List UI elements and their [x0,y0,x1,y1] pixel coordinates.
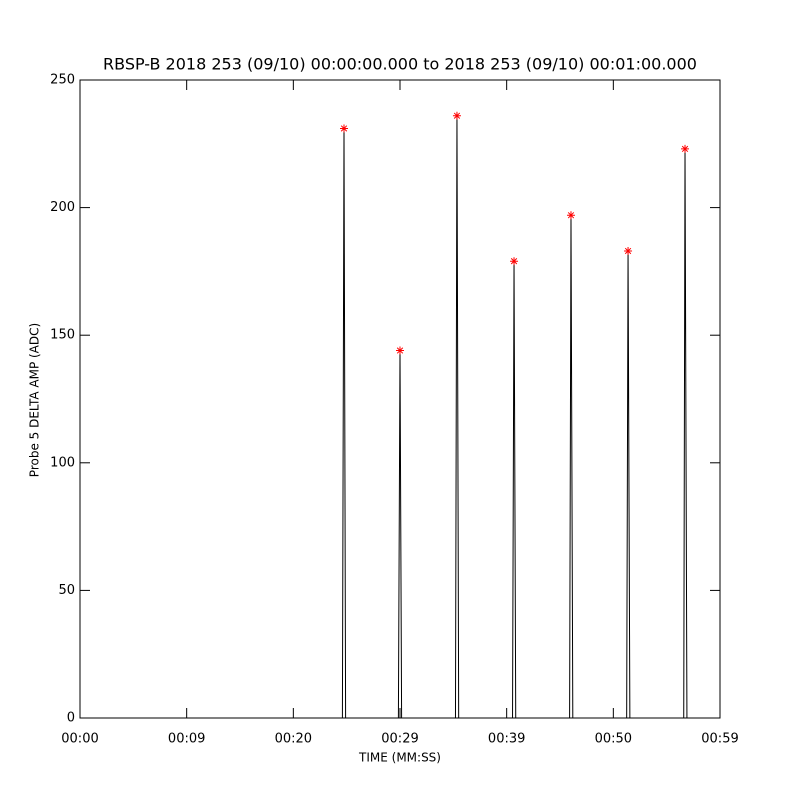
peak-marker [396,346,404,355]
peak-marker [510,257,519,266]
x-tick-label: 00:09 [168,732,205,747]
x-tick-label: 00:59 [701,732,738,747]
peak-marker [624,246,633,255]
peak-marker [681,144,690,153]
y-tick-label: 250 [50,73,75,88]
y-tick-label: 200 [50,200,75,215]
chart-title: RBSP-B 2018 253 (09/10) 00:00:00.000 to … [103,55,697,74]
peak-marker [452,111,461,120]
x-tick-label: 00:20 [275,732,312,747]
x-axis-label: TIME (MM:SS) [358,751,441,765]
x-tick-label: 00:29 [381,732,418,747]
x-tick-label: 00:39 [488,732,525,747]
y-tick-label: 150 [50,328,75,343]
x-tick-label: 00:00 [61,732,98,747]
x-tick-label: 00:50 [595,732,632,747]
y-tick-label: 50 [58,583,75,598]
y-tick-label: 0 [67,711,75,726]
y-axis-label: Probe 5 DELTA AMP (ADC) [28,323,42,477]
peak-marker [566,211,575,220]
peak-marker [340,124,348,133]
y-tick-label: 100 [50,455,75,470]
